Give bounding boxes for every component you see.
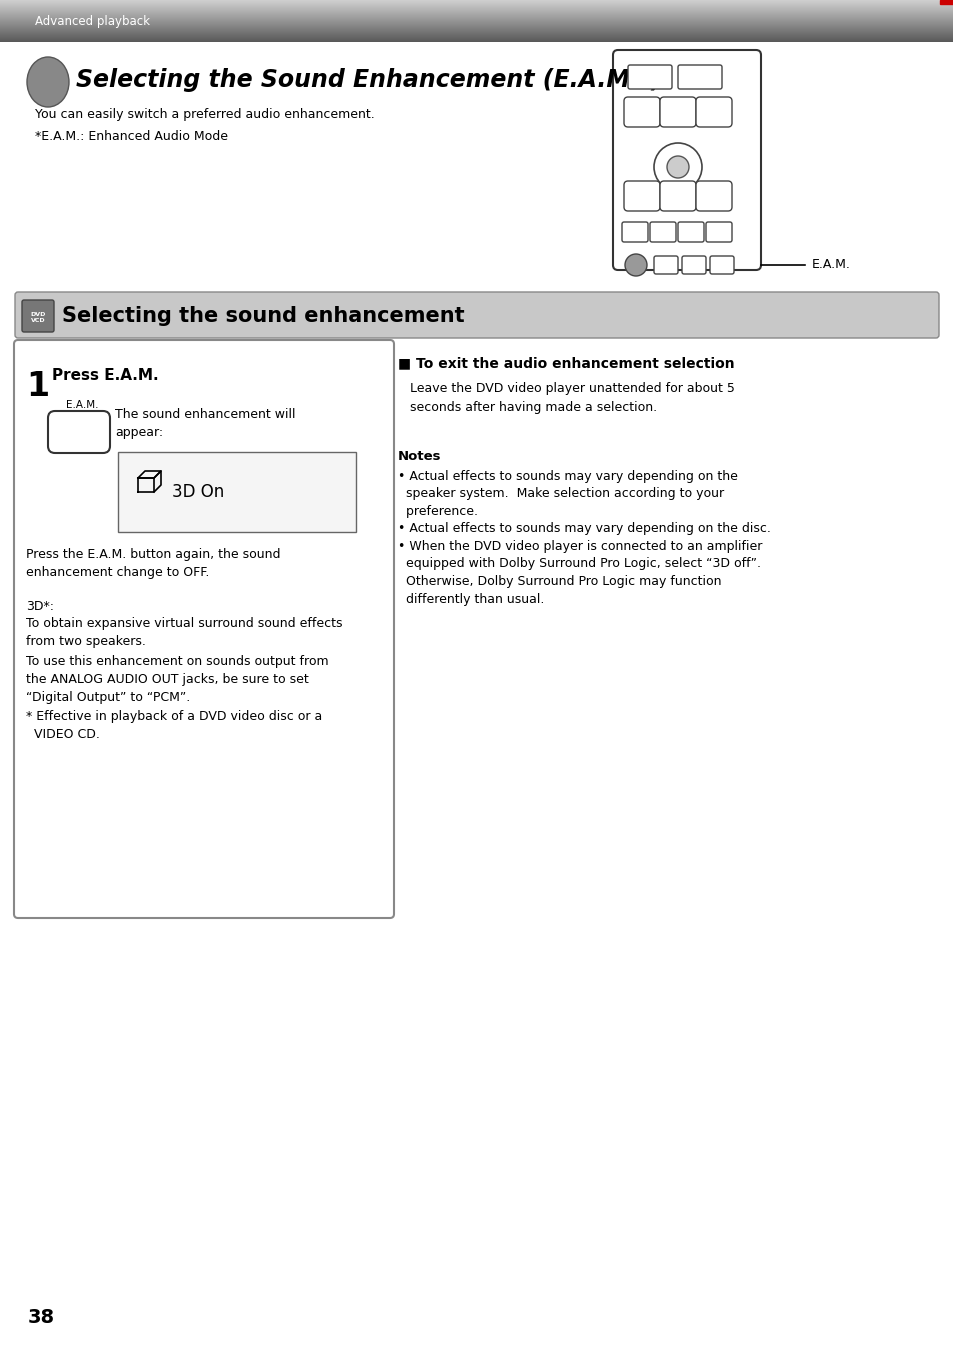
Text: Press the E.A.M. button again, the sound
enhancement change to OFF.: Press the E.A.M. button again, the sound… [26,549,280,580]
FancyBboxPatch shape [705,222,731,243]
FancyBboxPatch shape [696,97,731,127]
Text: * Effective in playback of a DVD video disc or a
  VIDEO CD.: * Effective in playback of a DVD video d… [26,710,322,741]
Ellipse shape [27,57,69,106]
FancyBboxPatch shape [627,65,671,89]
FancyBboxPatch shape [613,50,760,270]
FancyBboxPatch shape [709,256,733,274]
Text: VCD: VCD [30,318,45,324]
Text: To obtain expansive virtual surround sound effects
from two speakers.: To obtain expansive virtual surround sou… [26,617,342,648]
FancyBboxPatch shape [14,340,394,918]
Text: • When the DVD video player is connected to an amplifier
  equipped with Dolby S: • When the DVD video player is connected… [397,541,761,605]
FancyBboxPatch shape [623,97,659,127]
Text: Leave the DVD video player unattended for about 5
seconds after having made a se: Leave the DVD video player unattended fo… [410,381,734,414]
Circle shape [624,253,646,276]
Text: *E.A.M.: Enhanced Audio Mode: *E.A.M.: Enhanced Audio Mode [35,129,228,143]
FancyBboxPatch shape [649,222,676,243]
FancyBboxPatch shape [678,222,703,243]
Text: Advanced playback: Advanced playback [35,15,150,27]
FancyBboxPatch shape [681,256,705,274]
FancyBboxPatch shape [22,301,54,332]
Circle shape [654,143,701,191]
Text: • Actual effects to sounds may vary depending on the disc.: • Actual effects to sounds may vary depe… [397,522,770,535]
Text: To use this enhancement on sounds output from
the ANALOG AUDIO OUT jacks, be sur: To use this enhancement on sounds output… [26,655,328,704]
FancyBboxPatch shape [659,97,696,127]
Text: E.A.M.: E.A.M. [811,259,850,271]
Circle shape [666,156,688,178]
FancyBboxPatch shape [696,181,731,212]
Text: Selecting the Sound Enhancement (E.A.M.*): Selecting the Sound Enhancement (E.A.M.*… [76,67,661,92]
Bar [118,452,355,532]
Text: E.A.M.: E.A.M. [66,400,98,410]
FancyBboxPatch shape [15,293,938,338]
Text: 3D On: 3D On [172,483,224,501]
Text: DVD: DVD [30,311,46,317]
FancyBboxPatch shape [48,411,110,453]
FancyBboxPatch shape [654,256,678,274]
Text: You can easily switch a preferred audio enhancement.: You can easily switch a preferred audio … [35,108,375,121]
Text: 38: 38 [28,1308,55,1326]
Text: Notes: Notes [397,450,441,462]
Text: Selecting the sound enhancement: Selecting the sound enhancement [62,306,464,326]
Text: • Actual effects to sounds may vary depending on the
  speaker system.  Make sel: • Actual effects to sounds may vary depe… [397,470,737,518]
Bar [939,0,953,4]
Text: Press E.A.M.: Press E.A.M. [52,368,158,383]
Text: 1: 1 [26,369,49,403]
FancyBboxPatch shape [623,181,659,212]
Text: ■ To exit the audio enhancement selection: ■ To exit the audio enhancement selectio… [397,356,734,369]
Text: 3D*:: 3D*: [26,600,54,613]
FancyBboxPatch shape [659,181,696,212]
Text: The sound enhancement will
appear:: The sound enhancement will appear: [115,408,295,439]
FancyBboxPatch shape [621,222,647,243]
FancyBboxPatch shape [678,65,721,89]
